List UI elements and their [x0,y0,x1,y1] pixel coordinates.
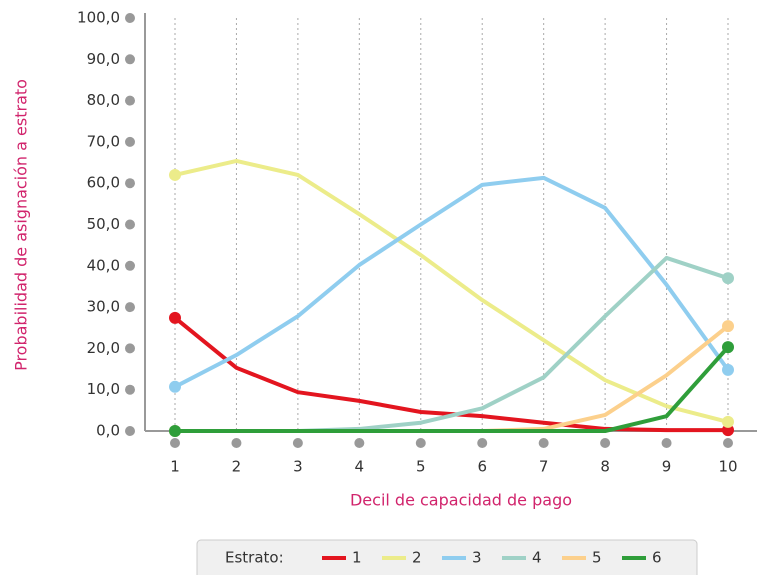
x-tick-mark [415,438,426,448]
x-tick-label: 9 [662,458,672,476]
y-tick-label: 0,0 [96,422,120,440]
y-axis-title: Probabilidad de asignación a estrato [12,79,31,371]
x-tick-mark [661,438,672,448]
x-tick-mark [600,438,611,448]
y-tick-label: 70,0 [87,132,120,150]
legend-title: Estrato: [225,549,284,567]
legend-label: 4 [532,549,542,567]
x-tick-label: 2 [232,458,242,476]
x-tick-mark [292,438,303,448]
y-tick-mark [125,343,135,354]
x-tick-label: 4 [355,458,365,476]
y-tick-label: 20,0 [87,339,120,357]
end-point [722,415,734,428]
x-tick-label: 6 [477,458,487,476]
x-tick-mark [170,438,180,448]
y-tick-label: 50,0 [87,215,120,233]
x-axis-title: Decil de capacidad de pago [350,491,572,510]
end-point [169,168,181,181]
y-tick-mark [125,95,135,106]
y-tick-mark [125,178,135,189]
x-tick-label: 10 [718,458,737,476]
x-tick-mark [231,438,242,448]
y-tick-mark [125,219,135,230]
y-tick-label: 40,0 [87,256,120,274]
end-point [169,311,181,324]
x-tick-mark [354,438,365,448]
y-tick-mark [125,260,135,271]
legend-label: 1 [352,549,362,567]
series-line [175,345,730,433]
y-tick-label: 80,0 [87,91,120,109]
series-line [174,158,729,424]
series-line [173,316,728,433]
y-tick-mark [125,302,135,313]
y-tick-mark [125,54,135,65]
y-tick-label: 30,0 [87,298,120,316]
x-tick-label: 7 [539,458,549,476]
end-point [722,363,734,376]
x-tick-label: 8 [600,458,610,476]
legend-label: 2 [412,549,422,567]
series-line [174,175,730,389]
y-tick-mark [125,13,135,23]
y-tick-label: 60,0 [87,174,120,192]
y-tick-label: 10,0 [87,380,120,398]
y-tick-mark [125,384,135,395]
x-tick-label: 5 [416,458,426,476]
end-point [169,380,181,393]
x-tick-mark [477,438,488,448]
end-point [169,425,181,437]
y-tick-label: 100,0 [77,9,120,27]
legend-label: 6 [652,549,662,567]
end-point [722,341,734,354]
y-tick-mark [125,426,135,436]
end-point [722,424,734,437]
end-point [722,320,734,333]
y-tick-label: 90,0 [87,50,120,68]
x-tick-mark [723,438,733,448]
x-tick-label: 3 [293,458,303,476]
end-point [722,272,734,285]
x-tick-label: 1 [170,458,180,476]
legend-label: 3 [472,549,482,567]
x-tick-mark [538,438,549,448]
y-tick-mark [125,136,135,147]
series-line [175,255,729,433]
legend-label: 5 [592,549,602,567]
